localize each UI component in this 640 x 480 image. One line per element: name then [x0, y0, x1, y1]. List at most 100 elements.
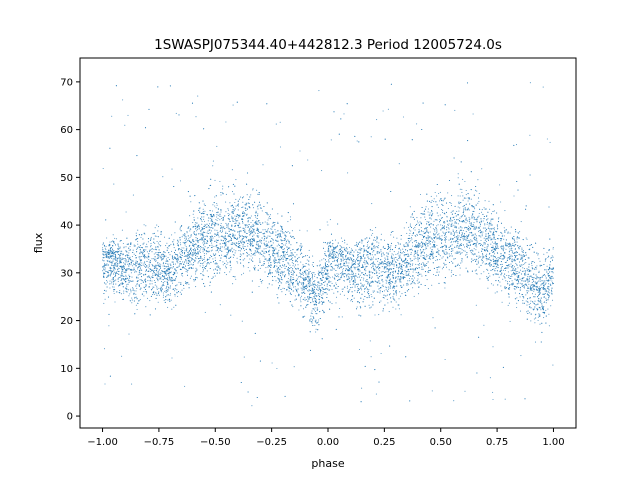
data-point: [239, 223, 241, 225]
data-point: [332, 261, 334, 263]
data-point: [183, 247, 185, 249]
data-point: [434, 233, 436, 235]
data-point: [233, 220, 235, 223]
data-point: [255, 210, 257, 212]
data-point: [142, 254, 144, 256]
data-point: [370, 257, 372, 259]
data-point: [272, 250, 274, 252]
data-point: [225, 274, 227, 276]
data-point: [295, 280, 297, 282]
data-point: [272, 255, 274, 257]
data-point: [484, 200, 486, 202]
data-point: [225, 260, 227, 262]
data-point: [509, 232, 511, 234]
data-point: [461, 261, 463, 263]
data-point: [503, 227, 505, 229]
data-point: [489, 377, 491, 379]
data-point: [299, 229, 301, 231]
data-point: [369, 254, 372, 256]
data-point: [186, 232, 188, 234]
data-point: [341, 277, 343, 279]
data-point: [514, 241, 516, 243]
data-point: [413, 228, 415, 230]
data-point: [386, 280, 388, 282]
data-point: [245, 226, 247, 228]
data-point: [165, 245, 167, 247]
data-point: [427, 267, 430, 269]
data-point: [531, 265, 533, 267]
data-point: [427, 208, 430, 210]
data-point: [494, 256, 496, 259]
data-point: [407, 243, 409, 245]
data-point: [322, 272, 324, 274]
data-point: [166, 242, 168, 244]
data-point: [446, 229, 448, 231]
data-point: [257, 193, 259, 195]
data-point: [241, 240, 243, 242]
data-point: [176, 243, 178, 245]
data-point: [153, 286, 155, 288]
data-point: [448, 227, 450, 229]
data-point: [278, 260, 280, 262]
data-point: [293, 366, 295, 368]
data-point: [225, 265, 227, 267]
data-point: [473, 248, 475, 250]
data-point: [156, 288, 158, 290]
data-point: [109, 280, 111, 282]
data-point: [216, 229, 218, 231]
data-point: [422, 250, 424, 252]
data-point: [284, 255, 286, 257]
data-point: [253, 234, 255, 236]
data-point: [545, 269, 547, 271]
data-point: [234, 201, 236, 204]
data-point: [405, 272, 407, 274]
data-point: [225, 241, 227, 243]
data-point: [476, 237, 478, 239]
data-point: [549, 279, 551, 281]
data-point: [115, 259, 117, 262]
data-point: [211, 249, 213, 251]
data-point: [551, 299, 554, 301]
data-point: [123, 290, 125, 292]
data-point: [254, 232, 256, 234]
data-point: [226, 224, 228, 226]
data-point: [402, 252, 404, 254]
data-point: [354, 279, 356, 281]
data-point: [366, 292, 369, 294]
data-point: [185, 241, 187, 243]
data-point: [497, 218, 500, 220]
data-point: [302, 266, 304, 268]
data-point: [452, 250, 454, 252]
data-point: [313, 316, 315, 318]
data-point: [256, 236, 258, 238]
data-point: [232, 254, 234, 256]
data-point: [508, 302, 510, 304]
data-point: [552, 364, 554, 366]
data-point: [323, 311, 325, 313]
data-point: [364, 280, 367, 282]
data-point: [182, 261, 184, 263]
data-point: [211, 242, 213, 244]
data-point: [212, 258, 214, 260]
data-point: [215, 218, 217, 221]
data-point: [125, 250, 127, 252]
data-point: [125, 246, 127, 248]
data-point: [257, 208, 259, 210]
data-point: [174, 295, 176, 297]
data-point: [245, 232, 247, 234]
data-point: [159, 272, 161, 274]
data-point: [128, 277, 130, 279]
data-point: [453, 218, 455, 221]
data-point: [251, 405, 253, 407]
data-point: [121, 355, 123, 357]
data-point: [115, 263, 117, 266]
data-point: [482, 231, 484, 233]
data-point: [481, 168, 483, 170]
data-point: [202, 208, 204, 210]
data-point: [436, 195, 438, 197]
data-point: [268, 223, 270, 225]
data-point: [179, 252, 181, 254]
data-point: [128, 249, 130, 251]
data-point: [204, 225, 206, 227]
data-point: [494, 242, 496, 244]
